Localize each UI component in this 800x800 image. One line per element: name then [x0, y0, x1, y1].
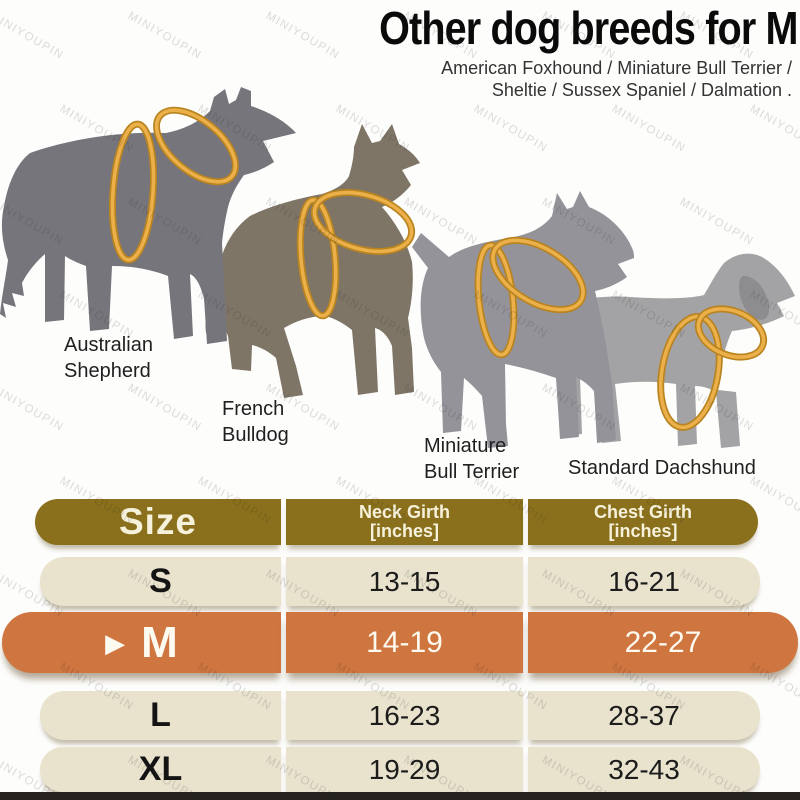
- neck-girth-ring: [489, 236, 587, 314]
- header-cell-size: Size: [35, 499, 281, 545]
- table-row-size-l: L 16-23 28-37: [40, 691, 760, 740]
- header-cell-chest-girth: Chest Girth [inches]: [528, 499, 758, 545]
- size-label: M: [141, 617, 178, 667]
- page-title: Other dog breeds for M: [379, 2, 799, 54]
- neck-girth-value: 13-15: [368, 565, 441, 597]
- breed-list-line2: Sheltie / Sussex Spaniel / Dalmation .: [491, 79, 792, 100]
- neck-girth-ring: [310, 189, 416, 255]
- bottom-divider-strip: [0, 792, 800, 800]
- table-row-size-xl: XL 19-29 32-43: [40, 747, 760, 792]
- chest-girth-value: 28-37: [608, 699, 680, 731]
- table-row-size-m-selected: ▶ M 14-19 22-27: [2, 612, 798, 673]
- chest-girth-ring: [108, 120, 158, 264]
- neck-girth-value: 14-19: [366, 625, 443, 659]
- neck-girth-value: 16-23: [368, 699, 441, 731]
- header-cell-neck-girth: Neck Girth [inches]: [286, 499, 523, 545]
- neck-girth-ring: [694, 305, 768, 361]
- size-label: L: [150, 696, 171, 734]
- breed-list-subtitle: American Foxhound / Miniature Bull Terri…: [441, 58, 792, 102]
- table-row-size-s: S 13-15 16-21: [40, 557, 760, 606]
- chest-girth-ring: [474, 241, 518, 359]
- size-table-header-row: Size Neck Girth [inches] Chest Girth [in…: [35, 499, 758, 545]
- dog-label-australian-shepherd: Australian Shepherd: [64, 334, 153, 382]
- neck-girth-ring: [153, 106, 239, 186]
- dog-label-standard-dachshund: Standard Dachshund: [568, 457, 756, 479]
- dachshund-ear: [739, 275, 770, 320]
- dog-label-miniature-bull-terrier: Miniature Bull Terrier: [424, 435, 520, 483]
- dog-label-french-bulldog: French Bulldog: [222, 398, 289, 446]
- size-label: S: [149, 562, 172, 600]
- dog-silhouette-australian-shepherd: [0, 87, 296, 344]
- size-label: XL: [138, 750, 183, 788]
- chest-girth-ring: [296, 196, 340, 320]
- chest-girth-value: 32-43: [608, 753, 680, 785]
- selected-size-arrow-icon: ▶: [105, 627, 126, 658]
- dog-silhouette-miniature-bull-terrier: [412, 191, 634, 448]
- breed-list-line1: American Foxhound / Miniature Bull Terri…: [441, 58, 792, 78]
- chest-girth-value: 16-21: [608, 565, 680, 597]
- neck-girth-value: 19-29: [368, 753, 441, 785]
- dog-silhouette-french-bulldog: [205, 124, 420, 398]
- chest-girth-value: 22-27: [624, 625, 702, 659]
- dog-silhouettes-graphic: [0, 87, 795, 448]
